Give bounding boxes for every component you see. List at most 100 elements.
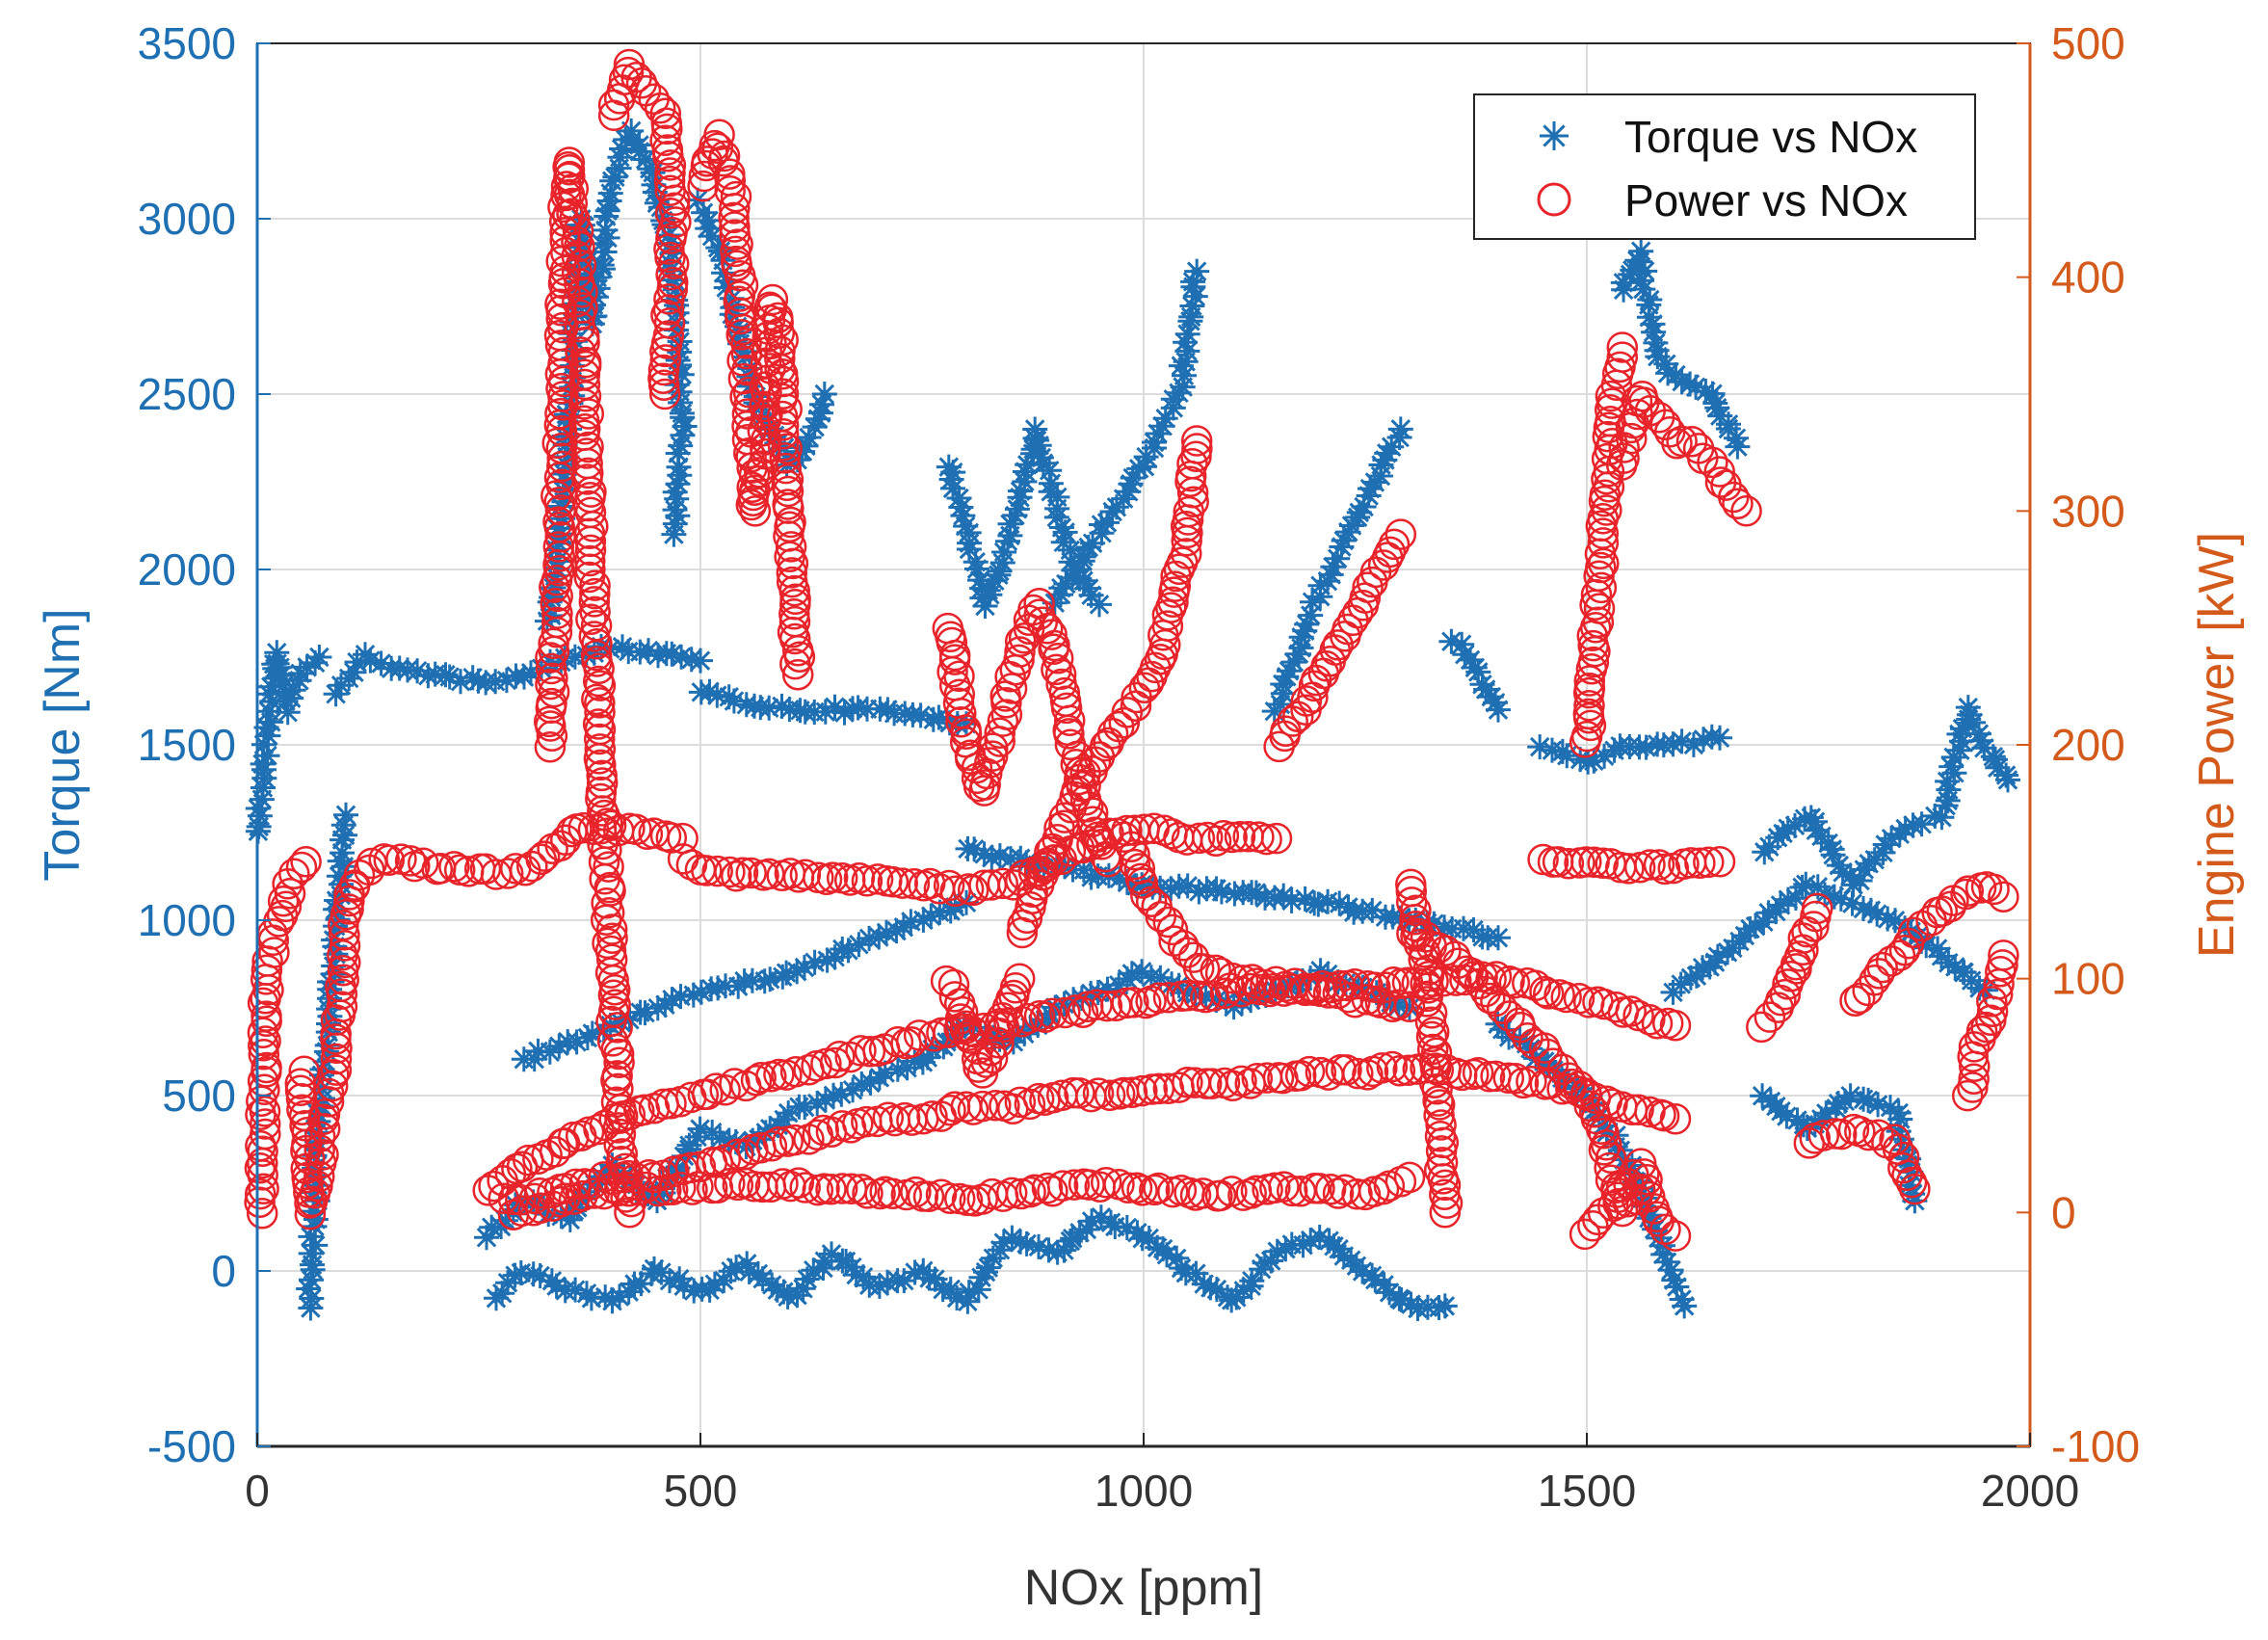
power-point — [938, 644, 971, 675]
torque-point — [757, 1116, 783, 1142]
power-point — [595, 943, 628, 976]
power-point — [1469, 975, 1502, 1008]
power-point — [590, 904, 622, 936]
torque-point — [1129, 959, 1155, 985]
power-point — [546, 311, 579, 344]
power-point — [1649, 409, 1681, 440]
torque-point — [775, 1283, 801, 1309]
power-point — [819, 1046, 852, 1079]
power-point — [251, 954, 283, 986]
power-point — [1703, 846, 1736, 878]
power-point — [600, 1033, 633, 1066]
power-point — [987, 705, 1019, 737]
torque-point — [1229, 989, 1255, 1015]
power-point — [983, 1027, 1015, 1059]
power-point — [303, 1121, 336, 1152]
power-point — [597, 979, 630, 1011]
power-point — [1570, 846, 1602, 878]
torque-point — [550, 506, 576, 532]
left-tick-label: -500 — [147, 1421, 236, 1471]
torque-point — [908, 702, 934, 728]
power-point — [1703, 456, 1735, 488]
power-point — [653, 233, 685, 265]
power-point — [587, 828, 619, 860]
power-point — [1121, 1172, 1153, 1204]
power-point — [1172, 937, 1203, 968]
power-point — [779, 648, 811, 680]
power-point — [747, 450, 778, 482]
power-point — [1332, 613, 1363, 646]
power-point — [562, 285, 593, 318]
power-point — [1579, 612, 1612, 644]
power-point — [328, 964, 359, 996]
power-point — [1957, 1071, 1989, 1103]
torque-point — [672, 413, 698, 439]
torque-point — [275, 700, 301, 726]
power-point — [1591, 1129, 1622, 1161]
torque-point — [1120, 465, 1146, 490]
torque-point — [801, 1257, 827, 1283]
torque-point — [1191, 1271, 1217, 1297]
power-point — [779, 1055, 812, 1088]
power-point — [1529, 975, 1561, 1008]
power-point — [567, 405, 600, 436]
power-point — [1863, 958, 1895, 990]
torque-point — [594, 198, 620, 224]
torque-point — [1486, 697, 1511, 723]
power-point — [1666, 425, 1698, 458]
power-point — [912, 1180, 945, 1212]
torque-point — [546, 531, 571, 556]
torque-point — [1221, 994, 1247, 1020]
power-point — [966, 1090, 999, 1123]
power-point — [578, 1177, 610, 1209]
torque-point — [1173, 330, 1199, 356]
power-point — [1384, 1054, 1416, 1087]
power-point — [1130, 879, 1162, 912]
legend-power-marker — [1537, 182, 1571, 217]
power-point — [1613, 853, 1645, 885]
power-point — [1036, 997, 1068, 1030]
power-point — [1031, 613, 1064, 645]
torque-point — [1483, 690, 1508, 716]
torque-point — [1527, 734, 1553, 760]
power-point — [701, 132, 734, 164]
power-point — [1600, 991, 1632, 1023]
power-point — [1395, 886, 1428, 918]
torque-point — [857, 1070, 883, 1096]
torque-point — [1270, 672, 1296, 697]
power-point — [1423, 1089, 1456, 1121]
torque-point — [1828, 886, 1854, 912]
torque-point — [971, 841, 997, 867]
torque-point — [987, 558, 1013, 584]
power-point — [537, 662, 568, 695]
power-point — [544, 1185, 577, 1218]
power-point — [1156, 913, 1189, 946]
power-point — [763, 317, 796, 349]
power-point — [1866, 951, 1898, 984]
torque-point — [578, 1285, 604, 1311]
power-point — [536, 687, 567, 720]
power-point — [1041, 653, 1072, 686]
torque-point — [493, 668, 519, 694]
torque-point — [1398, 1291, 1424, 1317]
power-point — [1171, 538, 1202, 569]
torque-point — [570, 240, 595, 266]
torque-point — [962, 836, 988, 862]
torque-point — [1067, 1220, 1093, 1246]
torque-point — [979, 845, 1005, 871]
torque-point — [642, 1256, 667, 1282]
torque-point — [954, 711, 979, 737]
torque-point — [298, 1224, 324, 1250]
torque-point — [1815, 831, 1841, 856]
torque-point — [937, 1276, 963, 1302]
torque-point — [465, 668, 491, 694]
right-axis-label: Engine Power [kW] — [2189, 532, 2245, 958]
power-point — [545, 303, 577, 335]
power-point — [740, 1064, 773, 1097]
power-point — [1722, 488, 1754, 519]
power-point — [1393, 991, 1426, 1023]
power-point — [1324, 969, 1357, 1002]
torque-point — [1949, 716, 1975, 742]
power-point — [491, 858, 524, 889]
torque-point — [721, 688, 747, 714]
